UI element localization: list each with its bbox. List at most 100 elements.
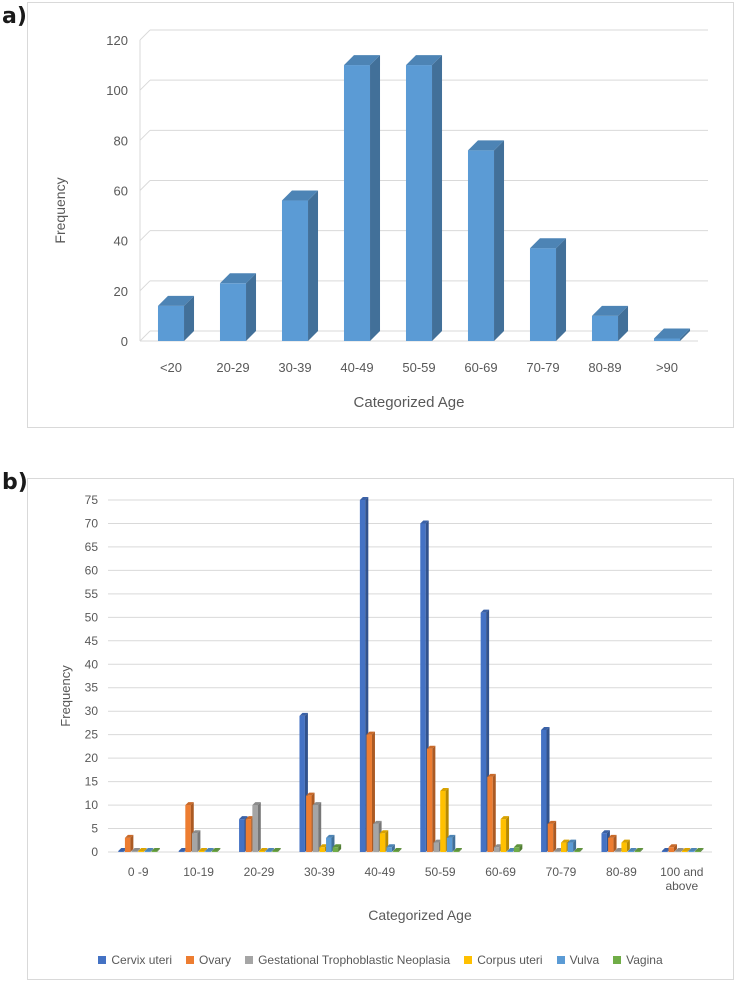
chart-b-xtick: 30-39 [304,865,335,879]
chart-b-bar-side [432,745,436,852]
chart-b-bar-side [257,802,261,852]
chart-b-ytick: 55 [85,587,99,601]
chart-b-bar [440,787,449,852]
chart-b-ytick: 35 [85,681,99,695]
chart-b-bar-front [681,851,688,852]
chart-b-bar [151,848,160,852]
chart-a-xtick: 50-59 [402,360,435,375]
chart-b-bar-top [433,839,443,843]
chart-b-ytick: 15 [85,775,99,789]
chart-b-bar-front [252,805,258,852]
chart-b-bar-front [198,851,205,852]
chart-b-xtick: 80-89 [606,865,637,879]
chart-a-ytick: 120 [106,33,128,48]
chart-b-bar-top [621,839,630,843]
chart-b-bar-side [217,848,221,852]
chart-b-bar-side [445,787,449,852]
chart-b-ytick: 10 [85,798,99,812]
chart-b-bar-side [371,731,375,852]
chart-b-bar-front [621,842,627,852]
chart-b-bar [272,848,281,852]
chart-a-bar-front [343,65,371,342]
chart-b-bar-front [487,776,493,852]
chart-b-bar-top [493,844,503,848]
chart-a-xtick: >90 [656,360,678,375]
chart-b-bar-top [393,848,402,851]
chart-b-ytick: 0 [91,845,98,859]
chart-b-bar-top [359,497,369,500]
chart-b-bar-top [138,848,147,851]
chart-b-bar-top [500,816,510,820]
chart-b-bar-top [306,792,315,796]
chart-b-bar [574,848,583,852]
chart-b-bar-front [138,851,144,852]
chart-b-bar-front [306,795,312,852]
chart-b-bar [265,848,275,852]
chart-b-bar-front [453,851,459,852]
chart-b-bar-top [131,848,141,851]
chart-b-bar-front [178,851,185,852]
chart-b-bar-front [507,851,513,852]
chart-b-bar-front [118,851,124,852]
panel-b-label: b) [2,470,28,495]
legend-label: Vagina [626,953,663,967]
chart-b-bar-side [626,839,630,852]
chart-a-xtick: 80-89 [588,360,621,375]
chart-b-bar-side [613,834,617,852]
chart-b-bar [688,848,697,852]
chart-a-bar-top [281,190,319,201]
chart-a-bar-top [343,55,381,66]
chart-b-bar-top [614,848,624,851]
chart-b-bar-side [506,816,510,852]
legend-swatch [556,956,565,964]
chart-a-bar [467,140,505,341]
chart-b-bar-front [675,851,681,852]
chart-b-bar-side [687,848,691,852]
chart-a-ylabel: Frequency [52,177,68,243]
chart-b-bar-top [513,844,523,848]
chart-a-bar-front [405,65,433,342]
chart-b-bar-front [567,842,574,852]
chart-b-bar [695,848,704,852]
chart-b-bar-front [446,837,453,852]
chart-b-xtick: 60-69 [485,865,516,879]
chart-b-bar-top [440,787,449,791]
chart-b-bar [312,802,322,852]
chart-b-bar-front [205,851,211,852]
chart-a-bar [343,55,381,342]
chart-b-bar-side [673,844,677,852]
chart-b-bar-side [452,834,456,852]
legend-label: Gestational Trophoblastic Neoplasia [258,953,451,967]
legend-label: Vulva [569,953,600,967]
chart-b-bar-front [239,819,245,852]
chart-b-bar [621,839,630,852]
chart-b-bar-side [130,834,134,852]
chart-b-ytick: 50 [85,610,99,624]
chart-b-ytick: 25 [85,728,99,742]
chart-a-bar [653,328,691,341]
chart-b-bar [675,848,684,852]
chart-b-bar-front [513,847,520,852]
chart-a-gridline-side [139,129,151,141]
chart-a-gridline-side [139,230,151,242]
chart-b-bar-top [628,848,637,851]
chart-b-xtick: 20-29 [244,865,275,879]
chart-b-bar-front [614,851,621,852]
chart-b-bar [366,731,375,852]
chart-b-bar-side [693,848,697,852]
chart-b-bar-top [386,844,395,848]
chart-b-bar-top [144,848,154,851]
chart-a-bar-front [653,338,681,341]
chart-b-bar-side [338,844,342,852]
chart-b-bar [393,848,402,852]
chart-b-bar-top [681,848,691,851]
chart-b-bar-front [480,612,487,852]
legend-label: Cervix uteri [111,953,173,967]
chart-b-bar-front [493,847,500,852]
chart-b-ytick: 45 [85,634,99,648]
chart-b-xtick: 40-49 [364,865,395,879]
panel-a-label: a) [2,4,27,29]
chart-b-bar-side [640,848,644,852]
chart-b-bar-front [124,837,131,852]
legend-swatch [245,956,254,964]
